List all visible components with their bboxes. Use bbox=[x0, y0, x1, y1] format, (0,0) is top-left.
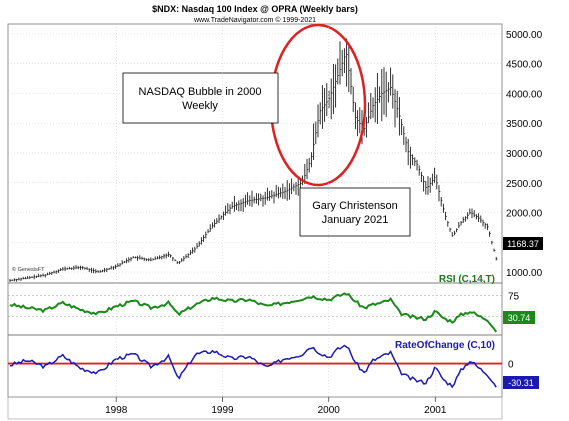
source-mark: © GenesisFT bbox=[12, 266, 45, 273]
x-tick-label: 1998 bbox=[105, 405, 128, 416]
roc-last-tag: -30.31 bbox=[508, 378, 534, 388]
rsi-last-tag-bg bbox=[503, 311, 535, 324]
x-axis: 1998 1999 2000 2001 bbox=[105, 24, 447, 416]
rsi-last-tag: 30.74 bbox=[508, 313, 531, 323]
x-tick-label: 1999 bbox=[211, 405, 234, 416]
price-tick-label: 2000.00 bbox=[506, 209, 543, 220]
x-tick-label: 2000 bbox=[318, 405, 341, 416]
price-gridlines bbox=[8, 33, 502, 273]
roc-line bbox=[9, 344, 497, 389]
last-price-tag: 1168.37 bbox=[507, 239, 539, 249]
rsi-label: RSI (C,14,T) bbox=[439, 274, 495, 285]
price-panel-frame bbox=[7, 23, 503, 284]
price-bars bbox=[9, 38, 498, 282]
roc-axis-ticks: 0 bbox=[508, 360, 514, 371]
price-tick-label: 4500.00 bbox=[506, 60, 543, 71]
rsi-line bbox=[9, 292, 498, 333]
chart-subtitle: www.TradeNavigator.com © 1999-2021 bbox=[193, 16, 316, 24]
roc-label: RateOfChange (C,10) bbox=[395, 340, 495, 351]
chart-title: $NDX: Nasdaq 100 Index @ OPRA (Weekly ba… bbox=[152, 4, 358, 14]
roc-last-tag-bg bbox=[503, 376, 539, 389]
bubble-label-box: NASDAQ Bubble in 2000 Weekly bbox=[122, 72, 279, 124]
price-tick-label: 3000.00 bbox=[506, 149, 543, 160]
last-price-tag-bg bbox=[503, 237, 543, 250]
price-tick-label: 5000.00 bbox=[506, 30, 543, 41]
bubble-label-line1: NASDAQ Bubble in 2000 bbox=[139, 86, 262, 98]
axis-frame bbox=[7, 396, 503, 420]
price-tick-label: 4000.00 bbox=[506, 89, 543, 100]
bubble-label-line2: Weekly bbox=[182, 100, 218, 112]
price-tick-label: 3500.00 bbox=[506, 119, 543, 130]
x-tick-label: 2001 bbox=[424, 405, 447, 416]
roc-tick-label: 0 bbox=[508, 360, 514, 371]
author-label-line2: January 2021 bbox=[322, 214, 389, 226]
author-label-line1: Gary Christenson bbox=[312, 200, 398, 212]
rsi-tick-label: 75 bbox=[508, 291, 520, 302]
price-tick-label: 2500.00 bbox=[506, 179, 543, 190]
price-tick-label: 1000.00 bbox=[506, 268, 543, 279]
author-label-box: Gary Christenson January 2021 bbox=[299, 187, 411, 237]
